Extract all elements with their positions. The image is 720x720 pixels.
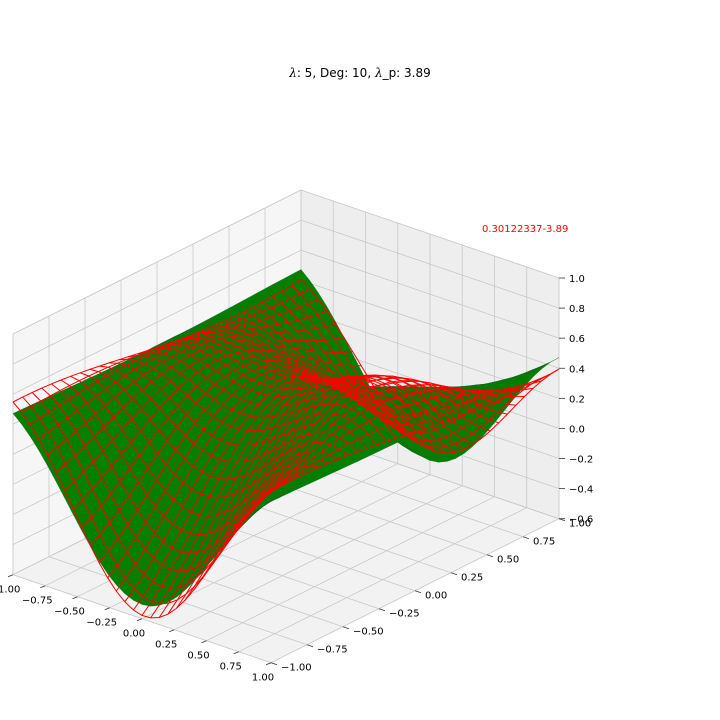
z-tick-label: 0.0	[569, 424, 585, 435]
z-tick-label: 0.6	[569, 334, 585, 345]
wireframe-line-y	[128, 354, 387, 442]
back-grid-z	[300, 219, 560, 309]
x-tick-mark	[104, 607, 110, 611]
wireframe-line-y	[176, 337, 435, 426]
y-tick-mark	[522, 536, 530, 540]
wireframe-line-y	[89, 368, 349, 480]
y-tick-mark	[342, 626, 350, 630]
wireframe-line-y	[41, 387, 300, 572]
y-tick-label: 0.00	[425, 591, 447, 602]
z-tick-label: 0.8	[569, 304, 585, 315]
x-tick-label: −0.50	[54, 607, 85, 618]
left-grid-z	[12, 249, 302, 395]
y-tick-mark	[486, 554, 494, 558]
y-tick-label: −1.00	[281, 663, 312, 674]
wireframe-line-y	[70, 375, 329, 517]
wireframe-line-y	[262, 301, 521, 426]
wireframe-line-y	[233, 316, 493, 404]
z-tick-label: −0.6	[569, 515, 593, 526]
title-lambda-p-symbol: λ	[374, 66, 383, 80]
floor-grid-y	[48, 556, 308, 646]
x-tick-mark	[40, 585, 46, 589]
y-tick-label: 1.00	[569, 519, 591, 530]
x-tick-mark	[169, 629, 175, 633]
back-grid-z	[300, 279, 560, 369]
z-tick-label: 1.0	[569, 274, 585, 285]
x-tick-label: 0.00	[123, 629, 145, 640]
x-tick-mark	[72, 596, 78, 600]
wireframe-line-y	[108, 362, 368, 449]
z-tick-label: −0.2	[569, 455, 593, 466]
wireframe-line-y	[80, 372, 339, 499]
back-grid-z	[300, 189, 560, 279]
wireframe-line-y	[185, 334, 445, 423]
y-tick-label: 0.25	[461, 573, 483, 584]
wireframe-line-y	[156, 343, 416, 433]
x-tick-label: −0.25	[86, 618, 117, 629]
title-lambda-symbol: λ	[289, 66, 297, 80]
y-tick-label: 0.75	[533, 537, 555, 548]
wireframe-line-y	[252, 306, 512, 417]
wireframe-line-y	[31, 392, 291, 589]
y-tick-mark	[306, 644, 314, 648]
left-grid-z	[12, 219, 302, 365]
z-tick-label: 0.4	[569, 364, 585, 375]
y-tick-mark	[414, 590, 422, 594]
y-tick-label: −0.25	[389, 609, 420, 620]
axis-ticks: −1.00−0.75−0.50−0.250.000.250.500.751.00…	[0, 274, 593, 684]
z-tick-label: 0.2	[569, 394, 585, 405]
x-tick-label: 0.25	[155, 640, 177, 651]
wireframe-line-y	[224, 320, 483, 408]
left-grid-z	[12, 189, 302, 335]
title-lambda-text: : 5, Deg: 10,	[296, 66, 375, 80]
wireframe-line-y	[99, 365, 358, 463]
x-tick-label: −0.75	[22, 596, 53, 607]
y-tick-label: 0.50	[497, 555, 519, 566]
z-tick-label: −0.4	[569, 485, 593, 496]
x-tick-label: 0.50	[187, 651, 209, 662]
wireframe-line-y	[281, 290, 540, 442]
x-tick-mark	[7, 574, 14, 578]
x-tick-mark	[233, 651, 239, 655]
x-tick-mark	[265, 662, 272, 666]
y-tick-label: −0.50	[353, 627, 384, 638]
x-tick-mark	[136, 618, 143, 622]
x-tick-label: −1.00	[0, 585, 20, 596]
y-tick-label: −0.75	[317, 645, 348, 656]
wireframe-line-y	[60, 379, 320, 536]
chart-title: λ: 5, Deg: 10, λ_p: 3.89	[0, 66, 720, 80]
wireframe-line-y	[166, 340, 426, 430]
wireframe-line-y	[147, 347, 406, 436]
wireframe-line-y	[118, 358, 377, 446]
y-tick-mark	[450, 572, 458, 576]
x-tick-label: 0.75	[220, 662, 242, 673]
x-tick-mark	[201, 640, 207, 644]
y-tick-mark	[270, 662, 278, 666]
wireframe-line-y	[271, 296, 531, 434]
x-tick-label: 1.00	[252, 673, 274, 684]
surface-quad	[262, 496, 281, 507]
title-lambda-p-text: _p: 3.89	[382, 66, 431, 80]
wireframe-line-y	[51, 383, 310, 554]
wireframe-line-y	[300, 279, 560, 454]
back-grid-z	[300, 249, 560, 339]
chart-annotation: 0.30122337-3.89	[482, 224, 569, 235]
surface-plot	[12, 269, 560, 619]
y-tick-mark	[378, 608, 386, 612]
wireframe-line-y	[12, 401, 272, 619]
